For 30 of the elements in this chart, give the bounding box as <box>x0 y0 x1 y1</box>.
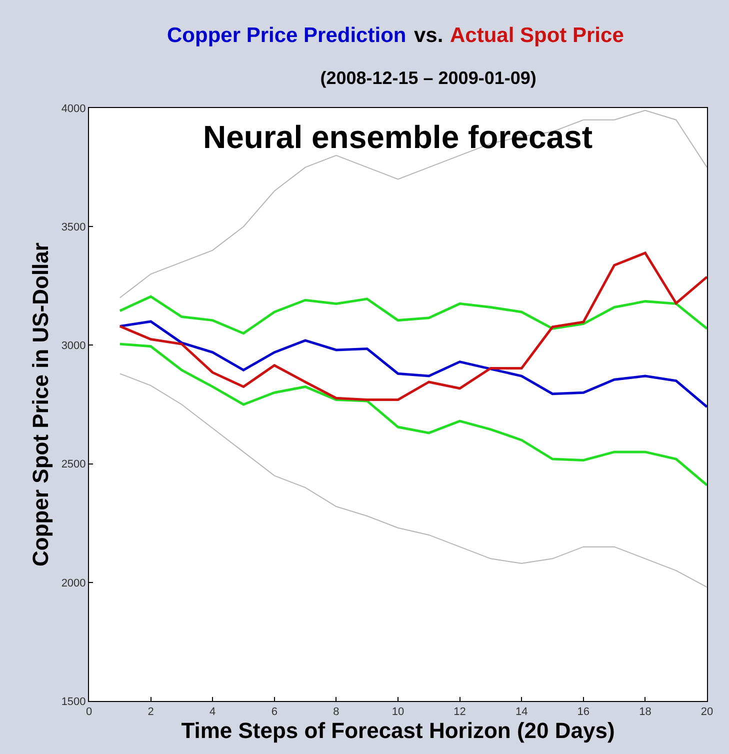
y-tick-label: 3500 <box>61 221 86 234</box>
line-series <box>118 252 707 402</box>
line-series <box>119 110 707 298</box>
x-tick-label: 18 <box>639 706 652 718</box>
chart-subtitle: (2008-12-15 – 2009-01-09) <box>320 68 536 88</box>
y-tick-label: 2500 <box>61 458 86 471</box>
text: Actual Spot Price <box>450 24 624 47</box>
text: vs. <box>414 24 444 47</box>
x-tick-label: 6 <box>271 706 278 718</box>
y-tick-label: 3000 <box>61 340 86 352</box>
annotation: Neural ensemble forecast <box>203 119 593 155</box>
x-axis-title: Time Steps of Forecast Horizon (20 Days) <box>181 718 615 744</box>
line-series <box>118 320 707 408</box>
line-series <box>119 373 707 588</box>
x-tick-label: 12 <box>454 706 466 718</box>
y-axis-title: Copper Spot Price in US-Dollar <box>28 242 54 566</box>
x-tick-label: 20 <box>700 706 714 718</box>
x-tick-label: 10 <box>392 706 404 718</box>
y-tick-label: 4000 <box>61 102 86 115</box>
line-series <box>118 295 707 335</box>
x-tick-label: 8 <box>333 706 340 718</box>
y-tick-label: 2000 <box>61 577 86 590</box>
line-series <box>118 342 707 486</box>
y-tick-label: 1500 <box>61 696 86 708</box>
x-tick-label: 2 <box>148 706 154 718</box>
x-tick-label: 0 <box>86 706 92 718</box>
x-tick-label: 4 <box>210 706 216 718</box>
x-tick-label: 14 <box>515 706 528 718</box>
text: Copper Price Prediction <box>167 24 406 47</box>
x-tick-label: 16 <box>577 706 590 718</box>
